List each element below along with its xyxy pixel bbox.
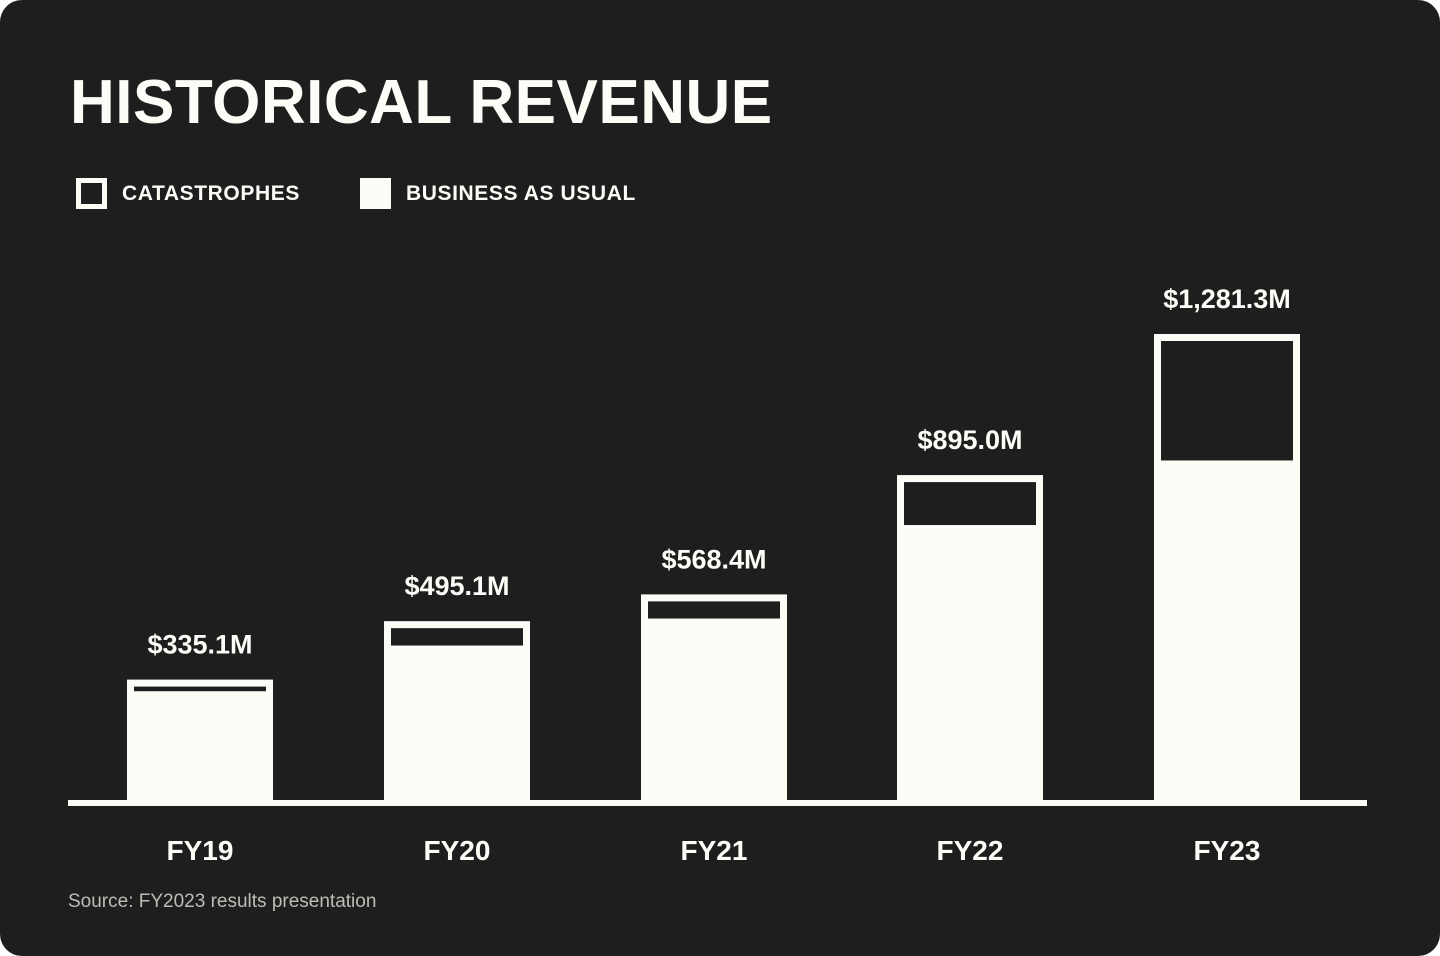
bar-catastrophes [897,475,1043,533]
legend-item-catastrophes: CATASTROPHES [76,178,300,209]
x-tick-label: FY20 [424,835,491,866]
bar-business-as-usual-fill [641,618,787,802]
chart-title: HISTORICAL REVENUE [70,68,773,137]
bar-business-as-usual-fill [127,691,273,802]
bar-catastrophes [1154,334,1300,468]
legend-item-business-as-usual: BUSINESS AS USUAL [359,178,636,209]
bar-total-label: $568.4M [661,544,766,574]
outline-square-icon [76,178,107,209]
bar-business-as-usual-fill [897,525,1043,802]
bar-total-label: $1,281.3M [1163,284,1291,314]
filled-square-icon [359,178,391,209]
x-tick-label: FY22 [937,835,1004,866]
bar-total-label: $335.1M [147,630,252,660]
source-note: Source: FY2023 results presentation [68,891,377,912]
bar-total-label: $495.1M [404,571,509,601]
legend-label-catastrophes: CATASTROPHES [122,181,300,205]
x-tick-label: FY23 [1194,835,1261,866]
bar-catastrophes [384,621,530,653]
bar-business-as-usual-fill [384,645,530,802]
x-tick-label: FY19 [167,835,234,866]
bar-total-label: $895.0M [917,425,1022,455]
bar-business-as-usual-fill [1154,460,1300,802]
bar-catastrophes [641,594,787,626]
x-tick-label: FY21 [681,835,748,866]
legend: CATASTROPHES BUSINESS AS USUAL [76,178,696,209]
legend-label-business-as-usual: BUSINESS AS USUAL [405,181,636,205]
